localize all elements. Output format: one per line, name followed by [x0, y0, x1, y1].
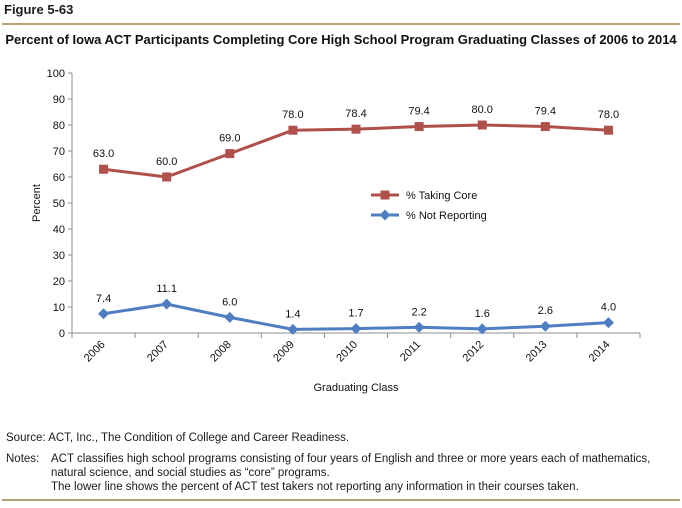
x-tick-label: 2010: [334, 339, 360, 365]
figure-label: Figure 5-63: [4, 2, 74, 17]
data-point: [99, 164, 109, 174]
y-axis-title: Percent: [31, 184, 43, 222]
y-tick-label: 20: [53, 276, 65, 288]
top-rule: [2, 23, 680, 25]
data-label: 79.4: [535, 106, 556, 118]
x-axis-title: Graduating Class: [314, 382, 399, 394]
data-label: 78.0: [282, 109, 303, 121]
notes-line: The lower line shows the percent of ACT …: [51, 481, 579, 493]
y-tick-label: 40: [53, 224, 65, 236]
y-tick-label: 30: [53, 250, 65, 262]
data-point: [161, 298, 173, 310]
chart-title: Percent of Iowa ACT Participants Complet…: [5, 32, 677, 47]
data-label: 4.0: [601, 302, 616, 314]
x-tick-label: 2007: [145, 339, 171, 365]
legend-label: % Not Reporting: [406, 210, 487, 222]
data-point: [225, 149, 235, 159]
notes-line: natural science, and social studies as “…: [51, 467, 330, 479]
data-label: 2.2: [411, 306, 426, 318]
data-point: [413, 321, 425, 333]
legend-marker: [379, 209, 391, 221]
data-label: 80.0: [472, 104, 493, 116]
data-point: [540, 122, 550, 132]
x-tick-label: 2014: [587, 339, 613, 365]
data-label: 1.7: [348, 308, 363, 320]
data-point: [539, 320, 551, 332]
data-label: 78.0: [598, 109, 619, 121]
x-tick-label: 2013: [524, 339, 550, 365]
data-label: 69.0: [219, 133, 240, 145]
data-point: [414, 122, 424, 132]
legend-label: % Taking Core: [406, 190, 477, 202]
data-label: 60.0: [156, 156, 177, 168]
y-tick-label: 10: [53, 302, 65, 314]
data-point: [603, 125, 613, 135]
legend-marker: [380, 190, 390, 200]
bottom-rule: [2, 499, 680, 501]
data-label: 1.6: [475, 308, 490, 320]
data-point: [288, 125, 298, 135]
y-tick-label: 90: [53, 94, 65, 106]
data-label: 2.6: [538, 305, 553, 317]
data-point: [224, 311, 236, 323]
data-label: 63.0: [93, 148, 114, 160]
data-label: 78.4: [345, 108, 366, 120]
data-point: [476, 323, 488, 335]
data-label: 6.0: [222, 296, 237, 308]
y-tick-label: 70: [53, 146, 65, 158]
data-label: 79.4: [408, 106, 429, 118]
data-label: 11.1: [156, 283, 177, 295]
data-point: [98, 308, 110, 320]
y-tick-label: 80: [53, 120, 65, 132]
y-tick-label: 60: [53, 172, 65, 184]
data-point: [351, 124, 361, 134]
data-label: 1.4: [285, 308, 300, 320]
y-tick-label: 0: [59, 328, 65, 340]
x-tick-label: 2006: [82, 339, 108, 365]
notes-line: ACT classifies high school programs cons…: [51, 453, 651, 465]
x-tick-label: 2012: [461, 339, 487, 365]
data-label: 7.4: [96, 293, 111, 305]
data-point: [350, 323, 362, 335]
source-note: Source: ACT, Inc., The Condition of Coll…: [6, 432, 350, 444]
data-point: [602, 317, 614, 329]
notes-label: Notes:: [6, 453, 40, 465]
y-tick-label: 50: [53, 198, 65, 210]
line-chart: 0 10 20 30 40 50 60 70 80 90 100 2006 2007 2008 2009 20…: [31, 68, 641, 394]
data-point: [287, 323, 299, 335]
data-point: [477, 120, 487, 130]
x-tick-label: 2009: [271, 339, 297, 365]
x-tick-label: 2008: [208, 339, 234, 365]
y-tick-label: 100: [47, 68, 65, 80]
x-tick-label: 2011: [398, 339, 423, 364]
notes-body: ACT classifies high school programs cons…: [51, 452, 676, 494]
data-point: [162, 172, 172, 182]
